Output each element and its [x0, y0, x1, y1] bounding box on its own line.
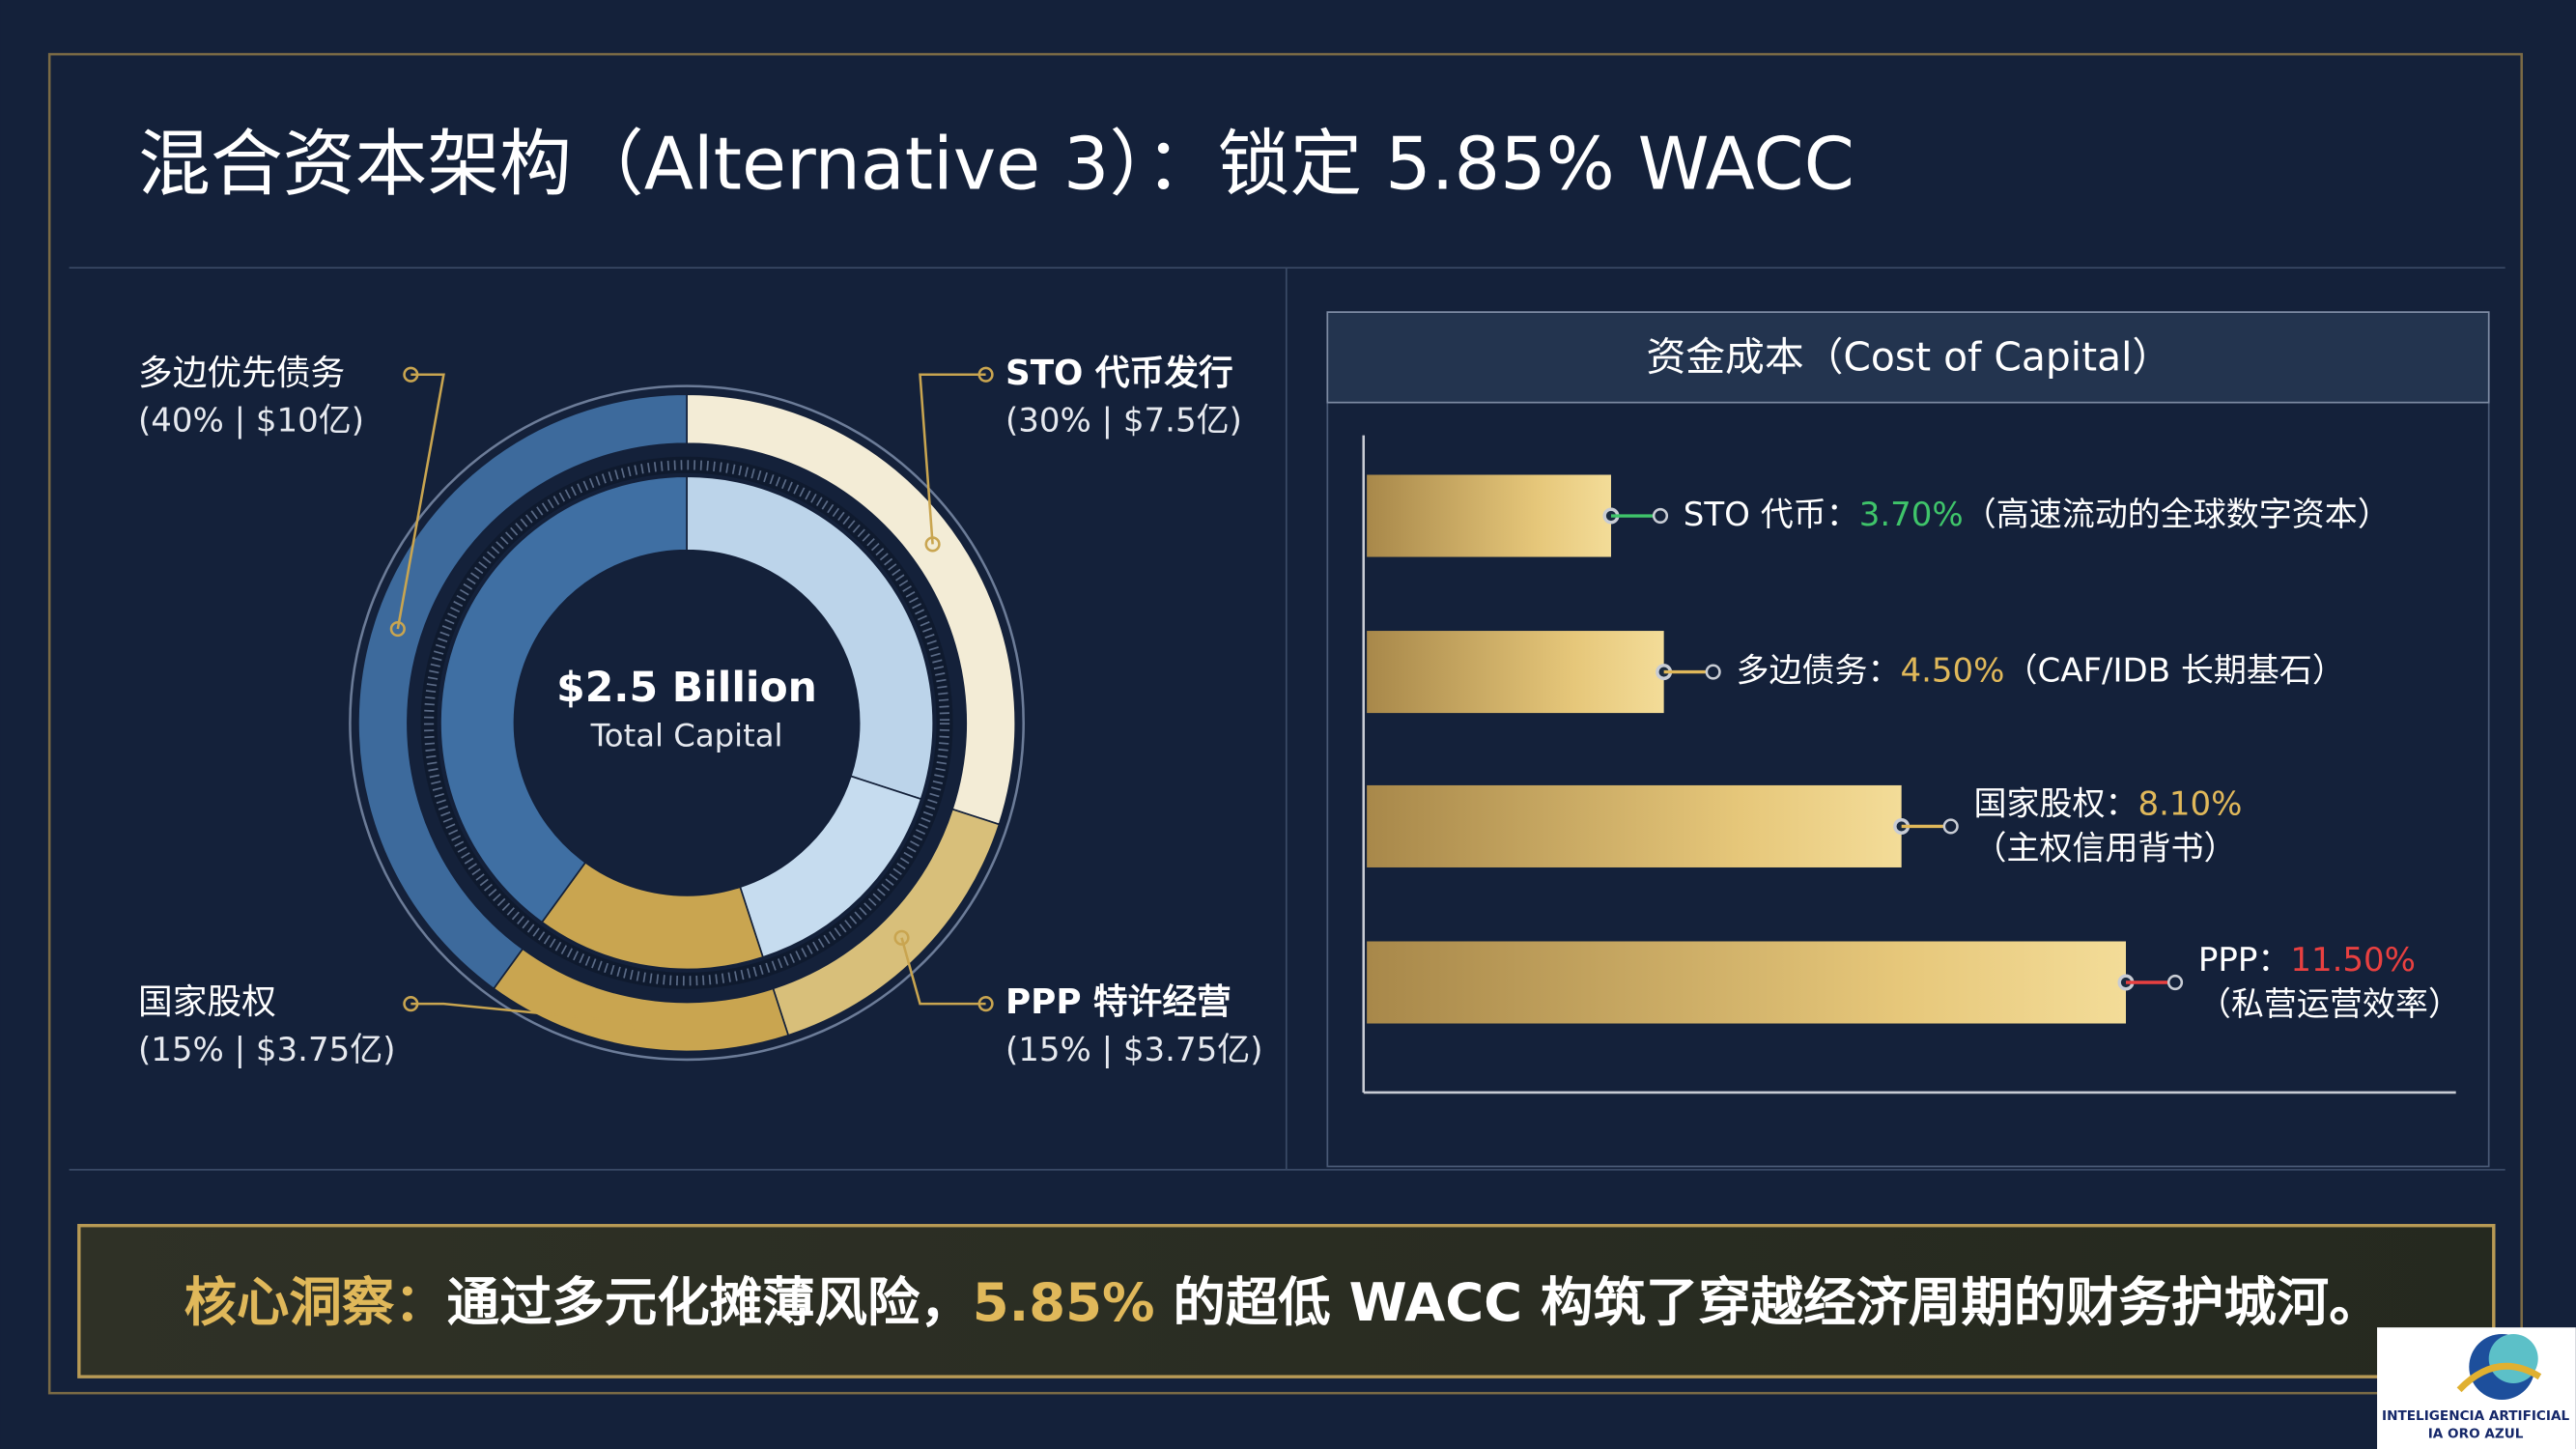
note-label: （高速流动的全球数字资本） — [1964, 496, 2391, 534]
leader-dot — [977, 366, 994, 383]
bar — [1367, 784, 1902, 867]
insight-segment: 核心洞察： — [184, 1271, 447, 1333]
segment-label: PPP 特许经营 — [1005, 982, 1231, 1022]
logo-text: INTELIGENCIA ARTIFICIAL — [2382, 1408, 2569, 1424]
leader-dot — [631, 1014, 647, 1032]
segment-label: STO 代币发行 — [1005, 354, 1233, 393]
logo-text: IA ORO AZUL — [2428, 1427, 2524, 1442]
note-label: （CAF/IDB 长期基石） — [2004, 651, 2344, 690]
value-label: 3.70% — [1859, 496, 1964, 534]
center-label: $2.5 Billion — [556, 665, 817, 712]
insight-segment: 通过多元化摊薄风险， — [447, 1271, 973, 1333]
value-label: 4.50% — [1900, 651, 2004, 690]
logo-icon — [2488, 1333, 2538, 1383]
leader-line — [919, 373, 986, 545]
value-label: 11.50% — [2290, 940, 2416, 979]
insight-segment: 的超低 WACC 构筑了穿越经济周期的财务护城河。 — [1154, 1271, 2381, 1333]
leader-dot — [403, 996, 419, 1012]
connector-dot — [1942, 818, 1959, 835]
bar-chart-title: 资金成本（Cost of Capital） — [1646, 333, 2171, 380]
note-label: （私营运营效率） — [2198, 984, 2461, 1023]
leader-dot — [403, 366, 419, 383]
ring-decor — [349, 384, 1025, 1062]
bar-label: PPP：11.50% （私营运营效率） — [2198, 940, 2461, 1023]
donut-inner-segment — [686, 475, 934, 801]
leader-dot — [893, 929, 910, 946]
leader-dot — [977, 996, 994, 1012]
donut-segment — [357, 393, 688, 990]
insight-segment: 5.85% — [973, 1271, 1155, 1333]
connector-dot — [1705, 664, 1721, 680]
bar-label: 国家股权：8.10% （主权信用背书） — [1973, 784, 2242, 867]
segment-value-label: (15% | $3.75亿) — [138, 1031, 396, 1069]
donut-inner-segment — [439, 475, 688, 923]
connector-dot — [2166, 974, 2184, 991]
frame — [47, 52, 2523, 1395]
value-label: 8.10% — [2137, 784, 2242, 823]
note-label: （主权信用背书） — [1973, 829, 2236, 867]
category-label: 多边债务： — [1736, 651, 1900, 690]
category-label: 国家股权： — [1973, 784, 2137, 823]
leader-line — [900, 937, 986, 1006]
segment-label: 国家股权 — [138, 982, 276, 1022]
ring-decor — [423, 460, 950, 986]
leader-line — [396, 373, 445, 630]
segment-value-label: (40% | $10亿) — [138, 402, 364, 440]
bar-label: 多边债务：4.50%（CAF/IDB 长期基石） — [1736, 651, 2344, 690]
leader-dot — [389, 620, 406, 638]
bar-label: STO 代币：3.70%（高速流动的全球数字资本） — [1684, 496, 2391, 534]
panel-header — [1326, 311, 2490, 404]
segment-label: 多边优先债务 — [138, 354, 345, 393]
bar — [1367, 941, 2127, 1024]
category-label: STO 代币： — [1684, 496, 1859, 534]
leader-dot — [924, 536, 941, 553]
segment-value-label: (30% | $7.5亿) — [1005, 402, 1242, 440]
insight-text: 核心洞察：通过多元化摊薄风险，5.85% 的超低 WACC 构筑了穿越经济周期的… — [184, 1271, 2382, 1333]
category-label: PPP： — [2198, 940, 2291, 979]
connector-dot — [1652, 507, 1669, 525]
title: 混合资本架构（Alternative 3）：锁定 5.85% WACC — [138, 123, 1854, 207]
segment-value-label: (15% | $3.75亿) — [1005, 1031, 1263, 1069]
leader-line — [410, 1002, 639, 1025]
insight-box — [77, 1224, 2496, 1378]
logo-icon — [2456, 1362, 2542, 1393]
bar — [1367, 474, 1611, 557]
center-sublabel: Total Capital — [590, 718, 783, 754]
bar — [1367, 631, 1664, 714]
